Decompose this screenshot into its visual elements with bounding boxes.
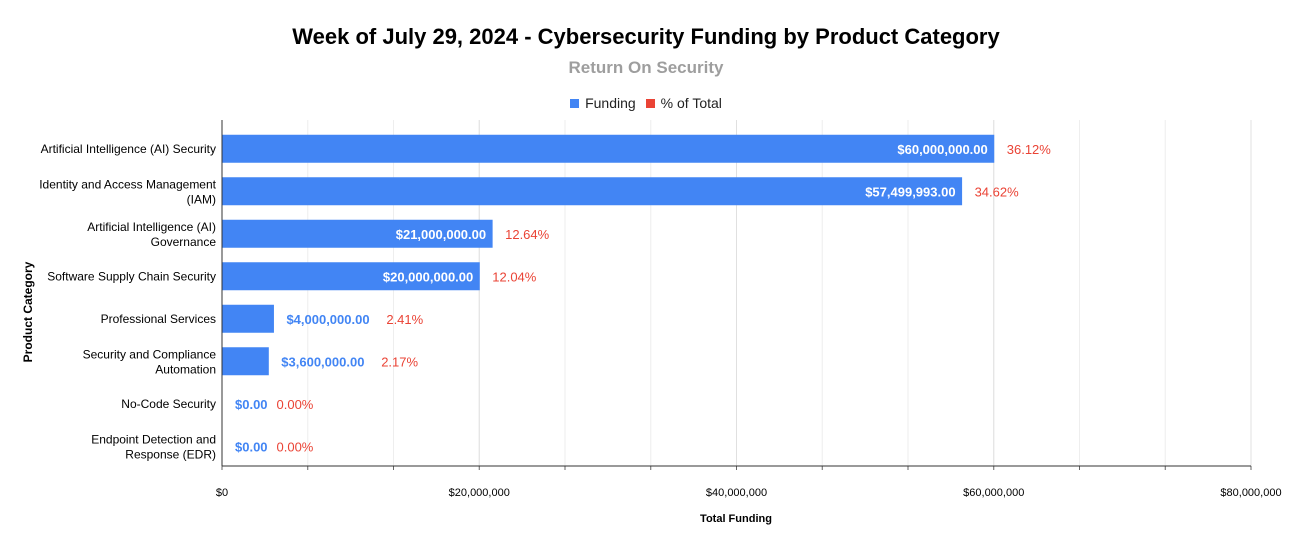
bar-value-label: $0.00 [235, 439, 268, 454]
percent-label: 36.12% [1007, 142, 1052, 157]
percent-label: 2.17% [381, 354, 418, 369]
legend-item-funding[interactable]: Funding [570, 95, 636, 111]
legend-swatch-funding [570, 98, 580, 108]
y-tick-label: Software Supply Chain Security [47, 269, 216, 283]
percent-label: 0.00% [277, 439, 314, 454]
legend-label-percent: % of Total [660, 95, 722, 111]
x-axis-title: Total Funding [700, 513, 772, 525]
bar-funding [222, 134, 995, 163]
y-tick-label: No-Code Security [121, 397, 216, 411]
y-tick-label: Automation [155, 362, 216, 376]
percent-label: 12.64% [505, 227, 550, 242]
bar-funding [222, 262, 480, 291]
y-tick-label: Response (EDR) [125, 447, 216, 461]
bar-value-label: $3,600,000.00 [281, 354, 364, 369]
bar-value-label: $21,000,000.00 [396, 227, 486, 242]
x-tick-label: $20,000,000 [449, 487, 510, 499]
x-tick-label: $0 [216, 487, 228, 499]
y-tick-label: Security and Compliance [83, 347, 217, 361]
chart-subtitle: Return On Security [568, 58, 724, 77]
legend-swatch-percent [645, 98, 655, 108]
y-tick-label: Endpoint Detection and [91, 432, 216, 446]
percent-label: 12.04% [492, 269, 537, 284]
y-tick-label: (IAM) [187, 192, 216, 206]
legend-label-funding: Funding [585, 95, 636, 111]
percent-label: 2.41% [386, 312, 423, 327]
y-tick-label: Professional Services [101, 312, 216, 326]
bar-funding [222, 347, 269, 376]
percent-label: 0.00% [277, 397, 314, 412]
y-tick-label: Artificial Intelligence (AI) [87, 220, 216, 234]
legend-item-percent[interactable]: % of Total [645, 95, 722, 111]
bar-value-label: $60,000,000.00 [897, 142, 987, 157]
bar-value-label: $57,499,993.00 [865, 184, 955, 199]
y-tick-label: Identity and Access Management [39, 177, 216, 191]
x-tick-label: $40,000,000 [706, 487, 767, 499]
chart-title: Week of July 29, 2024 - Cybersecurity Fu… [292, 24, 1000, 49]
bar-value-label: $0.00 [235, 397, 268, 412]
chart-legend: Funding % of Total [0, 95, 1292, 111]
bar-value-label: $20,000,000.00 [383, 269, 473, 284]
y-tick-label: Governance [151, 235, 217, 249]
bar-funding [222, 304, 274, 333]
bar-funding [222, 219, 493, 248]
x-tick-label: $80,000,000 [1220, 487, 1281, 499]
percent-label: 34.62% [975, 184, 1020, 199]
y-tick-label: Artificial Intelligence (AI) Security [41, 142, 216, 156]
bar-funding [222, 177, 963, 206]
x-tick-label: $60,000,000 [963, 487, 1024, 499]
bar-value-label: $4,000,000.00 [286, 312, 369, 327]
